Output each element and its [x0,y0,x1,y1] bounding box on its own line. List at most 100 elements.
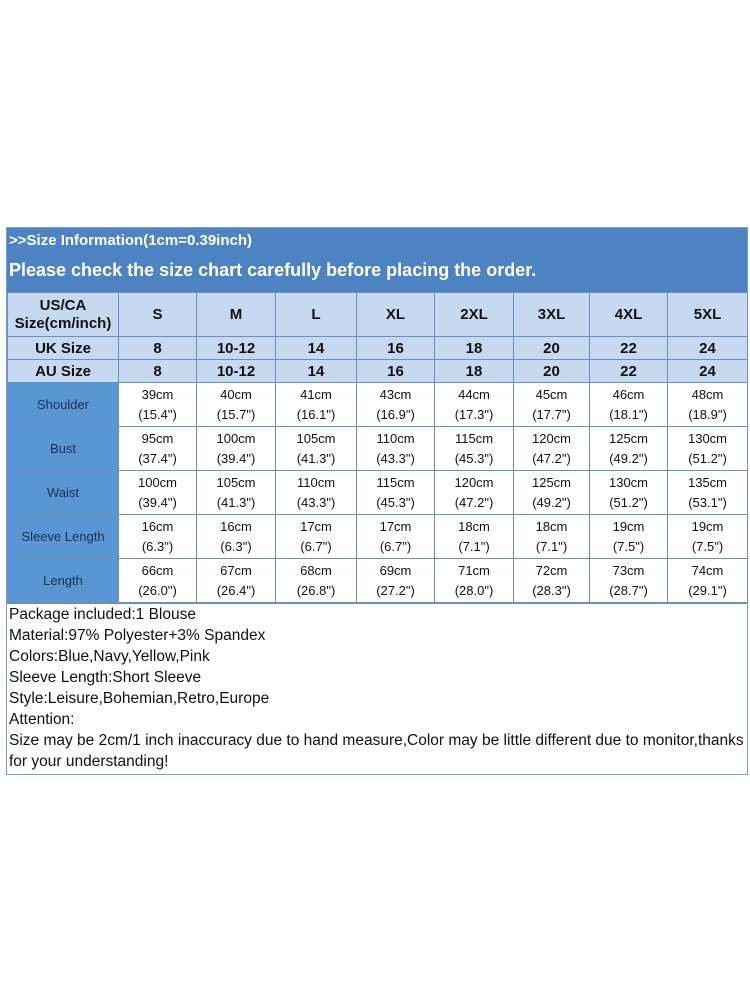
measurement-label: Bust [7,426,119,471]
measurement-cell: 16cm (6.3") [118,514,197,559]
inch-value: (18.1") [609,406,648,422]
measurement-cell: 100cm (39.4") [118,470,197,515]
cm-value: 17cm [379,518,412,534]
measurement-cell: 72cm (28.3") [513,558,590,603]
size-cell: 4XL [589,292,668,337]
measurement-cell: 71cm (28.0") [434,558,514,603]
cm-value: 71cm [458,562,490,578]
measurement-cell: 130cm (51.2") [667,426,748,471]
measurement-cell: 17cm (6.7") [356,514,435,559]
cm-value: 105cm [296,430,336,446]
note-line: Package included:1 Blouse [9,606,196,623]
cm-value: 18cm [535,518,568,534]
inch-value: (6.3") [141,538,174,554]
measurement-row: Length 66cm (26.0") 67cm (26.4") 68cm (26.8") 6… [7,558,748,603]
measurement-cell: 16cm (6.3") [196,514,276,559]
size-cell: 22 [589,359,668,383]
cm-value: 16cm [220,518,252,534]
cm-value: 100cm [216,430,256,446]
inch-value: (7.1") [458,538,490,554]
measurement-cell: 19cm (7.5") [667,514,748,559]
note-line: Size may be 2cm/1 inch inaccuracy due to… [9,732,744,770]
inch-value: (28.0") [454,582,494,598]
cm-value: 125cm [531,474,572,490]
size-cell: 22 [589,336,668,360]
measurement-cell: 105cm (41.3") [196,470,276,515]
size-cell: 16 [356,336,435,360]
size-cell: 20 [513,336,590,360]
inch-value: (16.9") [376,406,415,422]
measurement-cell: 48cm (18.9") [667,382,748,427]
size-cell: 8 [118,359,197,383]
inch-value: (26.8") [296,582,336,598]
cm-value: 39cm [141,386,174,402]
inch-value: (41.3") [296,450,336,466]
size-cell: L [275,292,357,337]
row-label: AU Size [7,359,119,383]
inch-value: (7.5") [691,538,724,554]
size-info-title: >>Size Information(1cm=0.39inch) [9,232,252,249]
note-line: Style:Leisure,Bohemian,Retro,Europe [9,690,270,707]
cm-value: 130cm [687,430,728,446]
uk-row: UK Size 8 10-12 14 16 18 20 22 24 [7,336,748,360]
cm-value: 115cm [376,474,415,490]
measurement-cell: 41cm (16.1") [275,382,357,427]
measurement-label: Shoulder [7,382,119,427]
measurement-cell: 115cm (45.3") [356,470,435,515]
cm-value: 19cm [691,518,724,534]
us-ca-size-label: US/CA Size(cm/inch) [7,292,119,337]
cm-value: 74cm [691,562,724,578]
inch-value: (27.2") [376,582,415,598]
measurement-row: Shoulder 39cm (15.4") 40cm (15.7") 41cm (16.1"… [7,382,748,427]
measurement-cell: 19cm (7.5") [589,514,668,559]
measurement-cell: 17cm (6.7") [275,514,357,559]
size-cell: 14 [275,336,357,360]
cm-value: 120cm [454,474,494,490]
product-notes: Package included:1 Blouse Material:97% Po… [7,603,747,774]
inch-value: (47.2") [532,450,571,466]
cm-value: 73cm [612,562,645,578]
cm-value: 66cm [141,562,174,578]
size-cell: 20 [513,359,590,383]
cm-value: 19cm [612,518,645,534]
cm-value: 67cm [220,562,252,578]
cm-value: 45cm [535,386,568,402]
measurement-cell: 66cm (26.0") [118,558,197,603]
size-info-subtitle: Please check the size chart carefully be… [9,260,537,280]
cm-value: 115cm [454,430,494,446]
measurement-cell: 95cm (37.4") [118,426,197,471]
cm-value: 110cm [296,474,336,490]
cm-value: 125cm [608,430,649,446]
cm-value: 18cm [458,518,490,534]
cm-value: 105cm [216,474,256,490]
inch-value: (18.9") [688,406,727,422]
inch-value: (15.4") [138,406,177,422]
size-cell: XL [356,292,435,337]
label-line: Size(cm/inch) [14,314,112,332]
inch-value: (28.7") [609,582,648,598]
cm-value: 110cm [376,430,415,446]
inch-value: (41.3") [216,494,256,510]
measurement-row: Bust 95cm (37.4") 100cm (39.4") 105cm (41.3") 1… [7,426,748,471]
inch-value: (39.4") [138,494,177,510]
measurement-cell: 67cm (26.4") [196,558,276,603]
measurement-label: Waist [7,470,119,515]
measurement-label: Length [7,558,119,603]
inch-value: (17.3") [454,406,494,422]
cm-value: 120cm [531,430,572,446]
inch-value: (17.7") [532,406,571,422]
size-cell: S [118,292,197,337]
cm-value: 41cm [300,386,332,402]
cm-value: 68cm [300,562,332,578]
au-row: AU Size 8 10-12 14 16 18 20 22 24 [7,359,748,383]
inch-value: (6.7") [300,538,332,554]
size-cell: 14 [275,359,357,383]
row-label: UK Size [7,336,119,360]
measurement-cell: 40cm (15.7") [196,382,276,427]
size-cell: 8 [118,336,197,360]
cm-value: 43cm [379,386,412,402]
inch-value: (43.3") [376,450,415,466]
inch-value: (29.1") [688,582,727,598]
size-cell: 24 [667,336,748,360]
measurement-cell: 18cm (7.1") [513,514,590,559]
